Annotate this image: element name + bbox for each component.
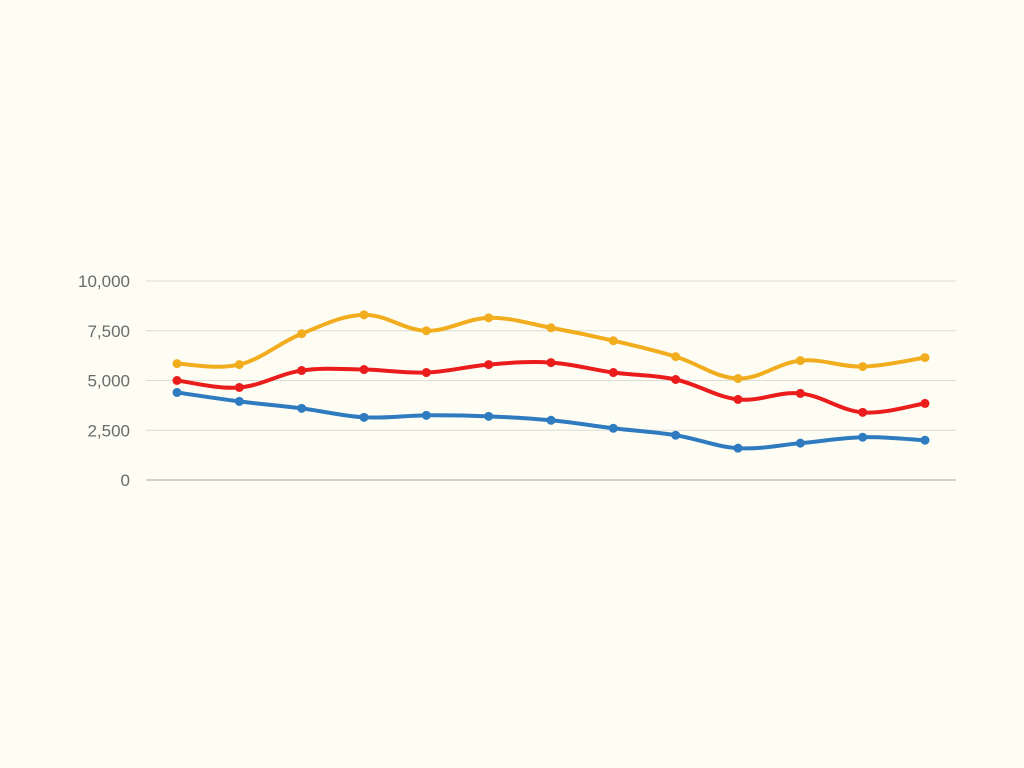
data-point-s1-1[interactable] [172, 359, 182, 369]
data-point-s3-5[interactable] [421, 410, 431, 420]
data-point-s2-1[interactable] [172, 376, 182, 385]
data-point-s2-9[interactable] [671, 375, 681, 385]
data-point-s2-2[interactable] [234, 382, 244, 392]
gridlines [146, 280, 956, 481]
data-point-s1-11[interactable] [795, 356, 805, 366]
data-point-s2-5[interactable] [421, 368, 431, 378]
data-point-s2-10[interactable] [733, 394, 743, 404]
y-tick-label: 5,000 [87, 372, 130, 391]
y-tick-label: 2,500 [87, 421, 130, 440]
data-point-s3-10[interactable] [733, 443, 743, 453]
data-point-s3-6[interactable] [484, 411, 494, 421]
data-point-s1-7[interactable] [546, 323, 556, 333]
data-point-s3-12[interactable] [858, 432, 868, 442]
data-point-s3-4[interactable] [359, 412, 369, 422]
data-point-s3-3[interactable] [297, 403, 307, 413]
data-point-s1-2[interactable] [234, 360, 244, 370]
data-point-s1-6[interactable] [484, 313, 494, 323]
data-point-s2-3[interactable] [297, 366, 307, 376]
data-point-s2-12[interactable] [858, 407, 868, 417]
data-point-s2-6[interactable] [484, 360, 494, 370]
data-point-s2-11[interactable] [795, 388, 805, 398]
y-axis-tick-labels: 0 2,500 5,000 7,500 10,000 [78, 272, 130, 490]
data-point-s3-13[interactable] [920, 435, 930, 445]
data-point-s2-4[interactable] [359, 365, 369, 375]
data-point-s1-10[interactable] [733, 374, 743, 384]
y-tick-label: 0 [121, 471, 130, 490]
data-point-s3-7[interactable] [546, 415, 556, 425]
data-point-s3-8[interactable] [608, 423, 618, 433]
data-point-s1-4[interactable] [359, 310, 369, 320]
data-point-s3-1[interactable] [172, 387, 182, 397]
data-point-s1-3[interactable] [297, 329, 307, 339]
data-point-s1-12[interactable] [858, 362, 868, 372]
data-point-s1-8[interactable] [608, 336, 618, 346]
data-point-s3-2[interactable] [234, 396, 244, 406]
data-point-s1-9[interactable] [671, 352, 681, 362]
y-tick-label: 10,000 [78, 272, 130, 291]
data-point-s2-13[interactable] [920, 398, 930, 408]
data-point-s2-7[interactable] [546, 358, 556, 368]
series-lines [175, 312, 927, 451]
data-points [172, 310, 930, 453]
data-point-s1-5[interactable] [421, 326, 431, 336]
data-point-s2-8[interactable] [608, 368, 618, 378]
data-point-s1-13[interactable] [920, 353, 930, 363]
y-tick-label: 7,500 [87, 322, 130, 341]
data-point-s3-9[interactable] [671, 430, 681, 440]
data-point-s3-11[interactable] [795, 438, 805, 448]
